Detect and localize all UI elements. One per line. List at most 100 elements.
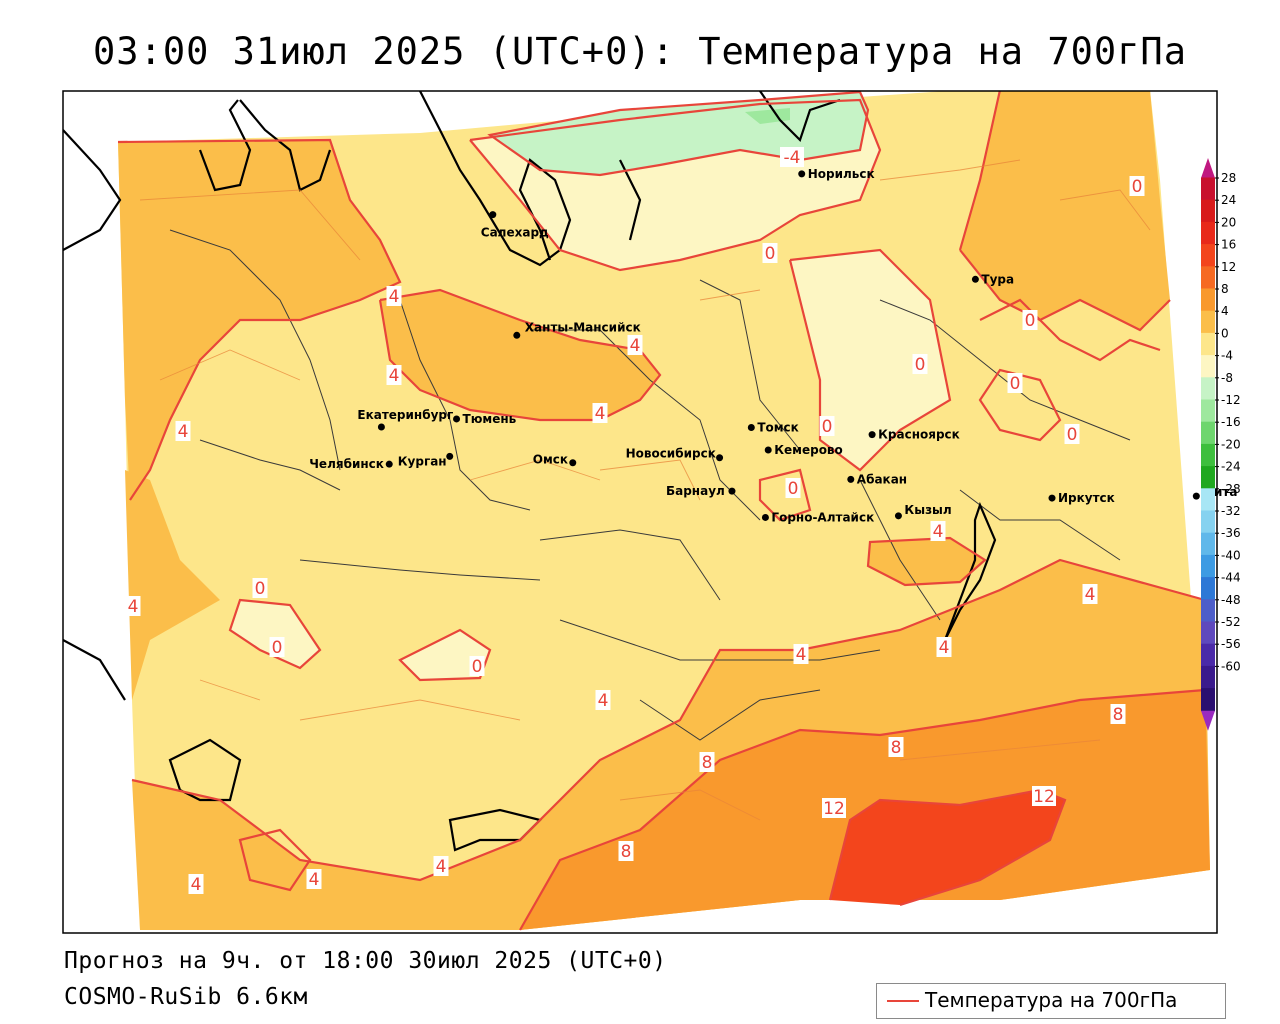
city-label: Тура <box>981 272 1014 286</box>
city-dot <box>446 452 454 460</box>
colorbar-tick-label: 12 <box>1221 260 1236 274</box>
colorbar-tick-label: 4 <box>1221 304 1229 318</box>
city-marker: Тура <box>971 272 1014 286</box>
colorbar-segment <box>1201 621 1215 645</box>
field-band-0-minus4-tura <box>790 250 950 470</box>
colorbar-segment <box>1201 377 1215 401</box>
city-dot <box>453 415 461 423</box>
contour-label: 0 <box>1022 310 1038 331</box>
colorbar-tick-label: -20 <box>1221 437 1241 451</box>
colorbar-tick-label: 24 <box>1221 193 1236 207</box>
city-dot <box>1048 494 1056 502</box>
colorbar-tick-label: -48 <box>1221 593 1241 607</box>
city-marker: Кемерово <box>764 443 843 457</box>
colorbar-segment <box>1201 599 1215 623</box>
colorbar-segment <box>1201 221 1215 246</box>
city-marker: Омск <box>533 453 577 467</box>
city-marker: Екатеринбург <box>357 408 453 431</box>
isotherms <box>117 91 1206 931</box>
contour-label-text: 4 <box>389 366 400 386</box>
field-band-0-minus4-south <box>400 630 490 680</box>
contour-label-text: 8 <box>702 753 713 773</box>
city-dot <box>798 170 806 178</box>
contour-label-text: 12 <box>1033 787 1055 807</box>
city-marker: Челябинск <box>309 457 393 471</box>
colorbar-tick-label: -12 <box>1221 393 1241 407</box>
field-band-4-8-west <box>125 470 220 700</box>
contour-label-text: 4 <box>178 422 189 442</box>
city-marker: Курган <box>398 452 454 468</box>
city-dot <box>894 512 902 520</box>
contour-label: 0 <box>1129 176 1145 197</box>
contour-label-text: 0 <box>472 657 483 677</box>
forecast-info: Прогноз на 9ч. от 18:00 30июл 2025 (UTC+… <box>64 948 667 974</box>
contour-label-text: 0 <box>765 244 776 264</box>
contour-label-text: 4 <box>796 645 807 665</box>
contour-label-text: -4 <box>784 148 801 168</box>
city-label: Кемерово <box>774 443 843 457</box>
contour-label-bg <box>592 403 608 423</box>
contour-label-text: 4 <box>191 875 202 895</box>
city-dot <box>385 460 393 468</box>
colorbar-tick-label: -8 <box>1221 371 1233 385</box>
contour-label: 4 <box>1082 584 1098 605</box>
contour-label-text: 0 <box>255 579 266 599</box>
contour-label-text: 4 <box>630 336 641 356</box>
sub-contours <box>139 159 1151 821</box>
city-label: Ханты-Мансийск <box>525 320 641 334</box>
contour-label-bg <box>1022 310 1038 330</box>
colorbar-tick-label: -4 <box>1221 349 1233 363</box>
city-label: Челябинск <box>309 457 384 471</box>
field-band-4-8-east <box>960 91 1170 330</box>
contour-label-text: 0 <box>915 355 926 375</box>
colorbar-segment <box>1201 310 1215 334</box>
contour-label-bg <box>780 147 804 167</box>
contour-label: 4 <box>188 874 204 895</box>
contour-label: 4 <box>627 335 643 356</box>
field-band-12-16 <box>830 790 1065 905</box>
contour-label-bg <box>1110 704 1126 724</box>
contour-label-text: 4 <box>389 287 400 307</box>
city-marker: Кызыл <box>894 503 952 520</box>
city-marker: Красноярск <box>868 428 960 442</box>
colorbar-tick-label: -60 <box>1221 659 1241 673</box>
city-dot <box>728 487 736 495</box>
city-marker: Салехард <box>481 211 549 240</box>
city-dot <box>971 275 979 283</box>
city-marker: Ханты-Мансийск <box>513 320 641 339</box>
contour-label-text: 4 <box>1085 585 1096 605</box>
colorbar-segment <box>1201 288 1215 312</box>
contour-label-text: 4 <box>933 522 944 542</box>
colorbar-tick-label: 0 <box>1221 326 1229 340</box>
city-label: Курган <box>398 454 447 468</box>
contour-label-bg <box>306 869 322 889</box>
contour-label-text: 8 <box>621 842 632 862</box>
city-dot <box>716 454 724 462</box>
contour-label: 4 <box>175 421 191 442</box>
city-label: Омск <box>533 453 568 467</box>
contour-label-text: 12 <box>823 799 845 819</box>
contour-label-text: 4 <box>436 857 447 877</box>
colorbar-tick-label: -28 <box>1221 482 1241 496</box>
contour-label: 0 <box>912 354 928 375</box>
contour-label-text: 4 <box>939 638 950 658</box>
contour-label: 0 <box>1064 424 1080 445</box>
colorbar-segment <box>1201 177 1215 201</box>
contour-label-text: 8 <box>1113 705 1124 725</box>
contour-label-bg <box>1064 424 1080 444</box>
contour-label-bg <box>936 637 952 657</box>
city-label: Иркутск <box>1058 491 1115 505</box>
city-marker: Барнаул <box>666 484 736 498</box>
colorbar-tick-label: 28 <box>1221 171 1236 185</box>
contour-label-text: 0 <box>1010 374 1021 394</box>
cities-layer: НорильскЯкутскСалехардТураХанты-Мансийск… <box>309 167 1237 525</box>
colorbar-segment <box>1201 266 1215 290</box>
city-label: Екатеринбург <box>357 408 453 422</box>
contour-label: 8 <box>618 841 634 862</box>
city-dot <box>847 475 855 483</box>
city-marker: Томск <box>747 420 799 434</box>
colorbar-segment <box>1201 443 1215 468</box>
contour-label: 8 <box>1110 704 1126 725</box>
contour-label-bg <box>469 656 485 676</box>
contour-label: 12 <box>822 798 846 819</box>
